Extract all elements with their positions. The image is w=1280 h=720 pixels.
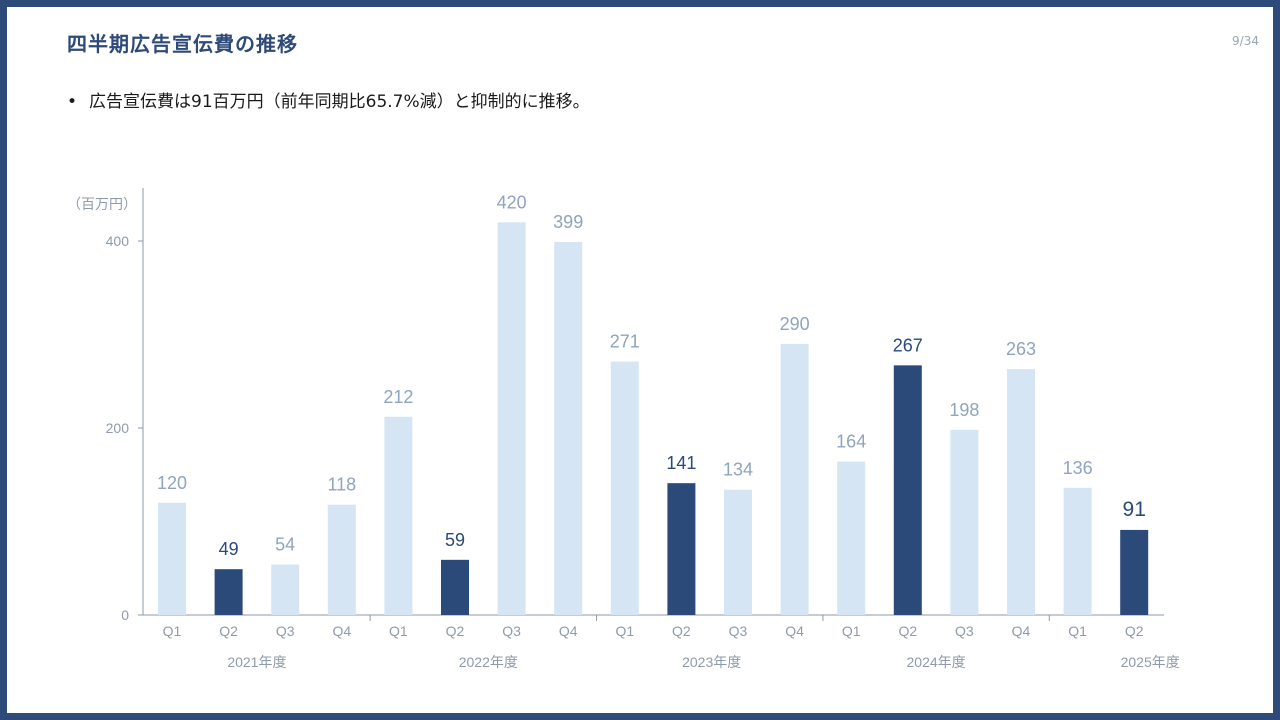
fiscal-year-label: 2022年度	[459, 654, 518, 670]
bar-value-label: 271	[610, 332, 640, 352]
x-tick-label: Q2	[446, 623, 465, 639]
x-tick-label: Q2	[672, 623, 691, 639]
x-tick-label: Q4	[559, 623, 578, 639]
slide-title: 四半期広告宣伝費の推移	[67, 32, 298, 56]
y-tick-label: 200	[106, 420, 130, 436]
y-axis-unit-label: （百万円）	[67, 196, 137, 212]
bar-value-label: 136	[1063, 458, 1093, 478]
bar-5	[384, 416, 413, 615]
bar-18	[1120, 529, 1149, 615]
bar-10	[667, 483, 696, 615]
bar-1	[158, 502, 186, 615]
bar-6	[441, 559, 469, 615]
bar-value-label: 120	[157, 473, 187, 493]
bar-14	[893, 365, 922, 615]
x-tick-label: Q1	[163, 623, 182, 639]
y-tick-label: 0	[121, 607, 129, 623]
bar-value-label: 198	[949, 400, 979, 420]
bar-16	[1007, 369, 1035, 615]
bar-2	[214, 569, 243, 615]
x-tick-label: Q2	[1125, 623, 1144, 639]
page-number: 9/34	[1232, 34, 1259, 48]
bar-value-label: 54	[275, 535, 295, 555]
x-tick-label: Q1	[842, 623, 861, 639]
bar-value-label: 91	[1123, 498, 1146, 521]
bar-8	[554, 241, 583, 615]
bar-value-label: 290	[780, 314, 810, 334]
fiscal-year-label: 2025年度	[1121, 654, 1180, 670]
bar-value-label: 118	[327, 475, 356, 495]
x-tick-label: Q2	[219, 623, 238, 639]
bullet-text: 広告宣伝費は91百万円（前年同期比65.7%減）と抑制的に推移。	[89, 92, 590, 112]
x-tick-label: Q4	[332, 623, 351, 639]
fiscal-year-label: 2024年度	[907, 654, 966, 670]
x-tick-label: Q2	[898, 623, 917, 639]
x-tick-label: Q1	[1068, 623, 1087, 639]
bar-value-label: 263	[1006, 339, 1036, 359]
bar-4	[327, 504, 356, 615]
bar-value-label: 164	[836, 432, 866, 452]
bar-7	[497, 222, 526, 616]
bar-value-label: 49	[219, 539, 239, 559]
bar-value-label: 420	[497, 192, 527, 212]
x-tick-label: Q4	[785, 623, 804, 639]
bar-15	[950, 429, 979, 615]
bar-value-label: 212	[383, 387, 413, 407]
bar-9	[610, 361, 639, 615]
y-tick-label: 400	[106, 233, 130, 249]
x-tick-label: Q4	[1012, 623, 1031, 639]
x-tick-label: Q1	[389, 623, 408, 639]
x-tick-label: Q3	[276, 623, 295, 639]
bullet-point: • 広告宣伝費は91百万円（前年同期比65.7%減）と抑制的に推移。	[67, 87, 590, 112]
bar-13	[837, 461, 866, 615]
bar-17	[1063, 487, 1092, 615]
fiscal-year-label: 2023年度	[682, 654, 741, 670]
bar-value-label: 399	[553, 212, 583, 232]
bar-11	[724, 489, 752, 615]
bullet-dot-icon: •	[67, 92, 78, 112]
bar-value-label: 134	[723, 460, 753, 480]
x-tick-label: Q1	[615, 623, 634, 639]
bar-12	[780, 343, 809, 615]
fiscal-year-label: 2021年度	[227, 654, 286, 670]
bar-3	[271, 564, 300, 615]
bar-value-label: 59	[445, 530, 465, 550]
bar-value-label: 141	[666, 453, 696, 473]
x-tick-label: Q3	[502, 623, 521, 639]
x-tick-label: Q3	[955, 623, 974, 639]
x-tick-label: Q3	[729, 623, 748, 639]
bar-value-label: 267	[893, 335, 923, 355]
